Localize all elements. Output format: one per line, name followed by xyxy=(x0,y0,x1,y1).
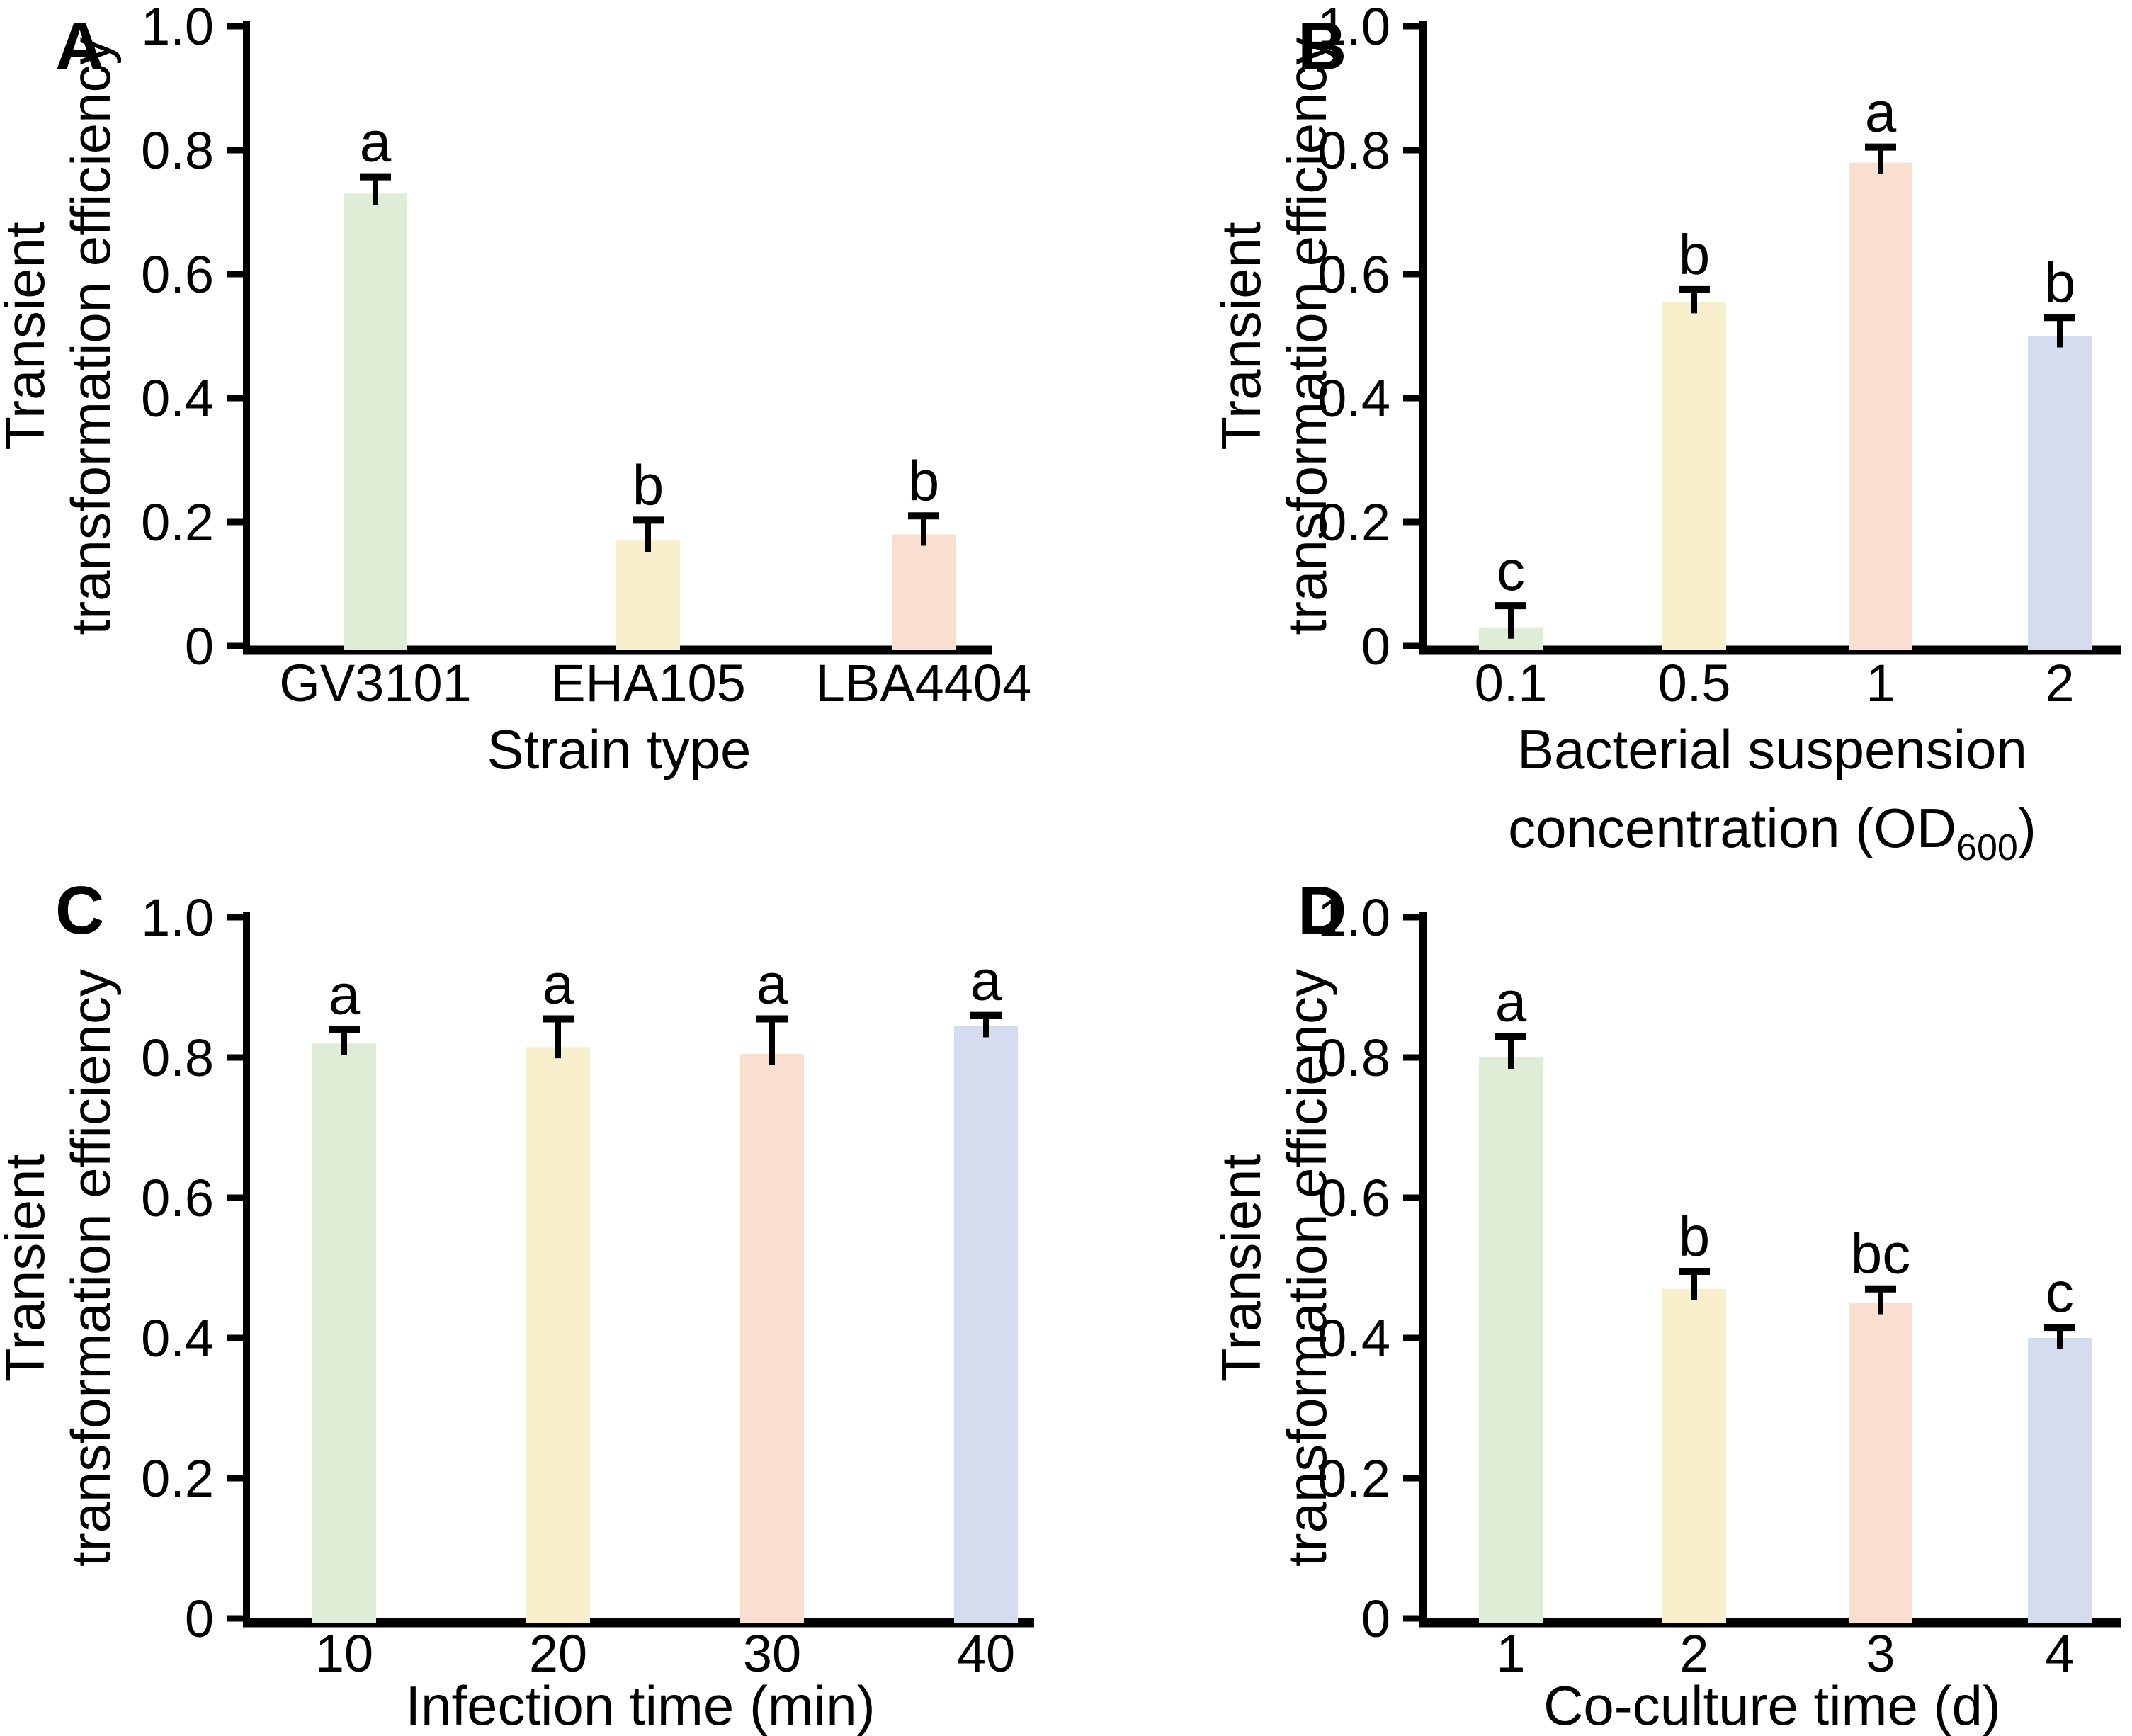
sig-letter-C-30: a xyxy=(756,953,788,1016)
bar-A-GV3101 xyxy=(344,193,407,650)
sig-letter-D-1: a xyxy=(1495,970,1527,1033)
x-tick-label-D-4: 4 xyxy=(2045,1624,2074,1683)
x-tick-label-D-2: 2 xyxy=(1679,1624,1708,1683)
bar-A-LBA4404 xyxy=(892,534,956,650)
y-axis-label-line1-C: Transient xyxy=(0,1154,56,1383)
x-axis-title-line2-B: concentration (OD600) xyxy=(1508,797,2036,868)
sig-letter-B-0.5: b xyxy=(1679,223,1711,286)
y-tick-label-A-3: 0.6 xyxy=(141,245,214,304)
sig-letter-B-0.1: c xyxy=(1497,539,1525,602)
bar-C-10 xyxy=(312,1043,376,1623)
y-tick-label-A-0: 0 xyxy=(185,617,214,676)
x-tick-label-B-1: 1 xyxy=(1866,654,1895,713)
bar-C-20 xyxy=(526,1047,590,1623)
x-axis-title-C: Infection time (min) xyxy=(405,1674,875,1736)
bar-D-3 xyxy=(1849,1303,1912,1623)
sig-letter-C-40: a xyxy=(970,949,1002,1012)
y-tick-label-D-1: 0.2 xyxy=(1317,1449,1390,1508)
x-tick-label-B-0.1: 0.1 xyxy=(1475,654,1548,713)
y-tick-label-D-0: 0 xyxy=(1361,1589,1390,1648)
y-tick-label-D-3: 0.6 xyxy=(1317,1169,1390,1227)
bar-C-30 xyxy=(740,1054,804,1623)
x-axis-title-A: Strain type xyxy=(487,718,752,781)
y-axis-label-line2-D: transformation efficiency xyxy=(1276,969,1338,1567)
x-tick-label-A-GV3101: GV3101 xyxy=(279,654,472,713)
y-tick-label-B-2: 0.4 xyxy=(1317,369,1390,428)
y-tick-label-A-4: 0.8 xyxy=(141,121,214,180)
panel-letter-d: D xyxy=(1298,873,1347,948)
x-tick-label-D-1: 1 xyxy=(1496,1624,1525,1683)
x-tick-label-C-10: 10 xyxy=(315,1624,373,1683)
x-tick-label-A-EHA105: EHA105 xyxy=(550,654,746,713)
y-axis-label-line1-D: Transient xyxy=(1210,1154,1272,1383)
y-tick-label-C-5: 1.0 xyxy=(141,888,214,947)
y-tick-label-C-2: 0.4 xyxy=(141,1309,214,1368)
y-tick-label-D-2: 0.4 xyxy=(1317,1309,1390,1368)
y-tick-label-A-1: 0.2 xyxy=(141,493,214,552)
y-tick-label-B-4: 0.8 xyxy=(1317,121,1390,180)
panel-letter-a: A xyxy=(55,8,105,84)
sig-letter-B-1: a xyxy=(1865,81,1897,144)
sig-letter-D-2: b xyxy=(1679,1205,1711,1268)
bar-B-1 xyxy=(1849,162,1912,650)
bar-D-2 xyxy=(1662,1288,1726,1623)
y-tick-label-B-0: 0 xyxy=(1361,617,1390,676)
x-axis-title-D: Co-culture time (d) xyxy=(1543,1674,2001,1736)
y-tick-label-C-0: 0 xyxy=(185,1589,214,1648)
x-axis-title-line1-B: Bacterial suspension xyxy=(1517,718,2027,781)
bar-D-1 xyxy=(1479,1057,1543,1623)
x-tick-label-B-0.5: 0.5 xyxy=(1658,654,1731,713)
bar-B-2 xyxy=(2028,336,2092,650)
y-axis-label-line2-A: transformation efficiency xyxy=(59,38,122,635)
sig-letter-C-20: a xyxy=(543,953,574,1016)
y-tick-label-C-3: 0.6 xyxy=(141,1169,214,1227)
y-tick-label-B-5: 1.0 xyxy=(1317,0,1390,56)
y-tick-label-C-4: 0.8 xyxy=(141,1028,214,1087)
x-tick-label-C-20: 20 xyxy=(529,1624,587,1683)
x-tick-label-D-3: 3 xyxy=(1866,1624,1895,1683)
y-tick-label-A-5: 1.0 xyxy=(141,0,214,56)
y-tick-label-D-5: 1.0 xyxy=(1317,888,1390,947)
bar-B-0.5 xyxy=(1662,302,1726,650)
y-tick-label-A-2: 0.4 xyxy=(141,369,214,428)
y-tick-label-C-1: 0.2 xyxy=(141,1449,214,1508)
y-axis-label-line1-A: Transient xyxy=(0,222,56,450)
y-tick-label-B-1: 0.2 xyxy=(1317,493,1390,552)
y-tick-label-D-4: 0.8 xyxy=(1317,1028,1390,1087)
sig-letter-D-3: bc xyxy=(1851,1222,1911,1286)
sig-letter-A-EHA105: b xyxy=(633,453,664,516)
x-tick-label-C-30: 30 xyxy=(743,1624,801,1683)
bar-D-4 xyxy=(2028,1338,2092,1623)
x-tick-label-A-LBA4404: LBA4404 xyxy=(816,654,1032,713)
panel-letter-c: C xyxy=(55,873,105,948)
y-axis-label-line1-B: Transient xyxy=(1210,222,1272,450)
bar-A-EHA105 xyxy=(616,540,680,650)
x-tick-label-B-2: 2 xyxy=(2045,654,2074,713)
sig-letter-A-LBA4404: b xyxy=(908,449,940,512)
sig-letter-A-GV3101: a xyxy=(360,110,392,174)
x-tick-label-C-40: 40 xyxy=(957,1624,1015,1683)
sig-letter-B-2: b xyxy=(2044,251,2076,314)
sig-letter-D-4: c xyxy=(2046,1261,2074,1324)
y-tick-label-B-3: 0.6 xyxy=(1317,245,1390,304)
y-axis-label-line2-B: transformation efficiency xyxy=(1276,38,1338,635)
panel-letter-b: B xyxy=(1298,8,1347,84)
y-axis-label-line2-C: transformation efficiency xyxy=(59,969,122,1567)
sig-letter-C-10: a xyxy=(329,963,361,1026)
bar-C-40 xyxy=(954,1026,1018,1623)
